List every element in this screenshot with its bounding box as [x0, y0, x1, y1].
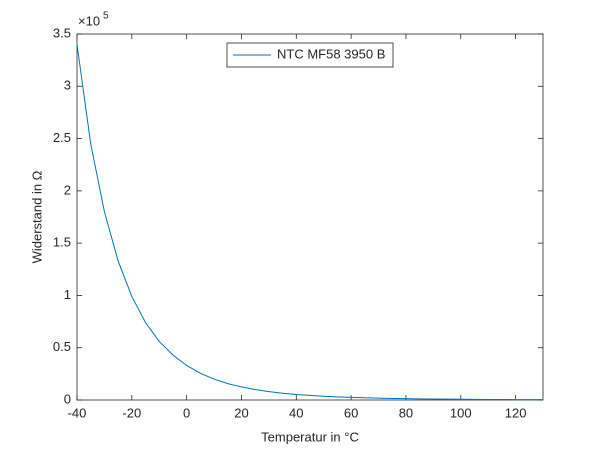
x-tick-label: -40 [68, 405, 87, 420]
x-tick-label: 120 [505, 405, 527, 420]
y-tick-label: 0 [64, 391, 71, 406]
legend-label: NTC MF58 3950 B [277, 46, 385, 61]
x-axis-label: Temperatur in °C [261, 429, 359, 444]
y-axis-label: Widerstand in Ω [29, 170, 44, 263]
data-line [76, 44, 544, 401]
x-tick-label: 0 [183, 405, 190, 420]
y-tick-label: 0.5 [53, 339, 71, 354]
x-tick-label: 20 [234, 405, 248, 420]
x-tick-label: 60 [344, 405, 358, 420]
y-tick-label: 3.5 [53, 25, 71, 40]
y-multiplier-exponent: 5 [103, 11, 109, 22]
plot-box [76, 33, 544, 401]
y-tick-label: 3 [64, 78, 71, 93]
x-tick-label: -20 [122, 405, 141, 420]
y-tick-label: 1.5 [53, 235, 71, 250]
y-tick-label: 1 [64, 287, 71, 302]
y-tick-label: 2.5 [53, 130, 71, 145]
x-tick-label: 100 [450, 405, 472, 420]
x-tick-label: 80 [399, 405, 413, 420]
y-tick-label: 2 [64, 182, 71, 197]
x-tick-label: 40 [289, 405, 303, 420]
y-multiplier: ×10 [78, 13, 100, 28]
